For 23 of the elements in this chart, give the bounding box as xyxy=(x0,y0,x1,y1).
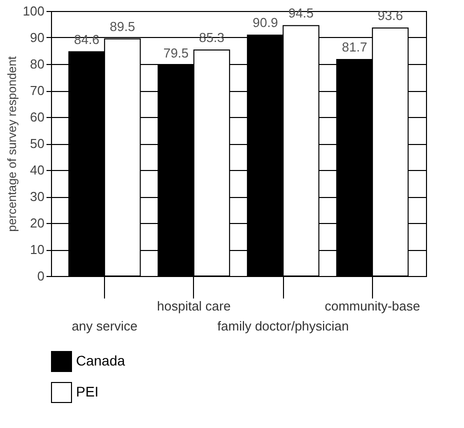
y-tick-label: 30 xyxy=(30,189,44,204)
y-tick-label: 50 xyxy=(30,136,44,151)
y-tick-label: 0 xyxy=(37,268,44,284)
y-tick-label: 70 xyxy=(30,83,44,98)
y-tick-label: 60 xyxy=(30,110,44,124)
y-tick-label: 100 xyxy=(22,4,44,18)
y-tick-label: 10 xyxy=(30,242,44,257)
legend-label: Canada xyxy=(76,352,126,368)
y-tick-label: 80 xyxy=(30,56,44,72)
data-label: 79.5 xyxy=(163,45,189,60)
x-tick-label: family doctor/physician xyxy=(217,318,349,334)
y-tick-label: 40 xyxy=(30,162,44,178)
x-tick-label: community-base xyxy=(324,298,420,314)
legend-label: PEI xyxy=(76,384,99,400)
data-label: 93.6 xyxy=(378,8,403,23)
y-tick-label: 90 xyxy=(30,30,44,45)
y-tick-label: 20 xyxy=(30,216,44,230)
x-tick-label: hospital care xyxy=(157,298,231,314)
data-label: 90.9 xyxy=(252,15,278,30)
y-axis-title: percentage of survey respondent xyxy=(4,56,19,232)
data-label: 89.5 xyxy=(110,18,136,34)
data-label: 81.7 xyxy=(342,39,368,54)
x-tick-label: any service xyxy=(72,318,138,334)
